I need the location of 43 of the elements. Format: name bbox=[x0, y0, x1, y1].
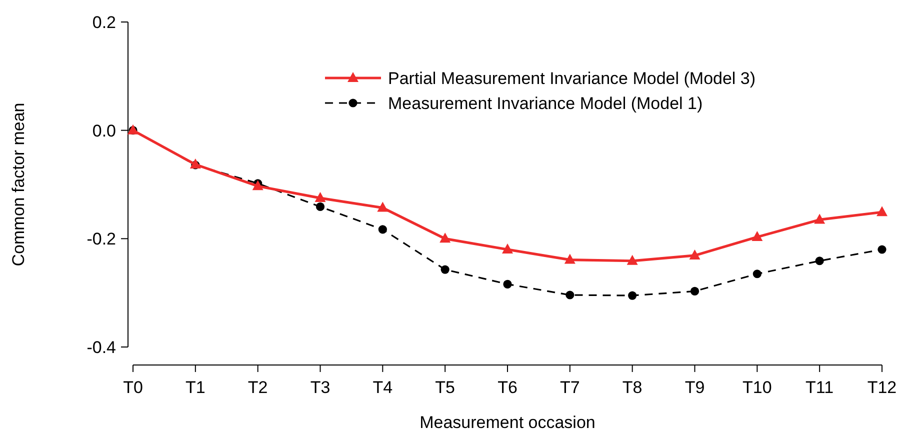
legend-label: Partial Measurement Invariance Model (Model 3) bbox=[388, 68, 756, 88]
x-tick-label: T10 bbox=[742, 378, 772, 397]
x-tick-label: T9 bbox=[684, 378, 705, 397]
point bbox=[628, 291, 637, 300]
point bbox=[190, 158, 201, 168]
x-tick-label: T1 bbox=[185, 378, 206, 397]
point bbox=[502, 244, 513, 254]
point bbox=[689, 249, 700, 260]
point bbox=[566, 290, 574, 300]
x-tick-label: T7 bbox=[560, 378, 580, 397]
y-tick-label: -0.2 bbox=[86, 230, 116, 249]
point bbox=[314, 192, 326, 202]
point bbox=[252, 180, 264, 190]
y-tick-label: 0.2 bbox=[92, 12, 116, 32]
x-tick-label: T12 bbox=[867, 378, 897, 397]
x-tick-label: T0 bbox=[123, 378, 143, 397]
y-axis-title: Common factor mean bbox=[9, 102, 28, 266]
point bbox=[814, 214, 826, 224]
legend-label: Measurement Invariance Model (Model 1) bbox=[388, 94, 703, 113]
x-tick-label: T11 bbox=[806, 378, 834, 397]
x-tick-label: T8 bbox=[622, 378, 642, 397]
point bbox=[440, 232, 451, 243]
x-axis-title: Measurement occasion bbox=[420, 413, 596, 432]
point bbox=[316, 202, 325, 212]
point bbox=[503, 280, 512, 288]
x-tick-label: T3 bbox=[310, 378, 330, 397]
y-tick-label: -0.4 bbox=[86, 338, 116, 357]
point bbox=[378, 225, 387, 234]
x-tick-label: T5 bbox=[435, 378, 456, 397]
point bbox=[690, 286, 700, 296]
point bbox=[815, 256, 824, 266]
point bbox=[377, 202, 388, 212]
point bbox=[752, 231, 763, 242]
point bbox=[752, 270, 762, 278]
point bbox=[440, 265, 450, 274]
point bbox=[564, 254, 576, 264]
x-tick-label: T2 bbox=[248, 378, 268, 397]
x-tick-label: T4 bbox=[372, 378, 393, 397]
point bbox=[626, 254, 638, 265]
point bbox=[878, 245, 886, 254]
x-tick-label: T6 bbox=[498, 378, 518, 397]
point bbox=[876, 206, 888, 216]
y-tick-label: 0.0 bbox=[92, 121, 116, 140]
